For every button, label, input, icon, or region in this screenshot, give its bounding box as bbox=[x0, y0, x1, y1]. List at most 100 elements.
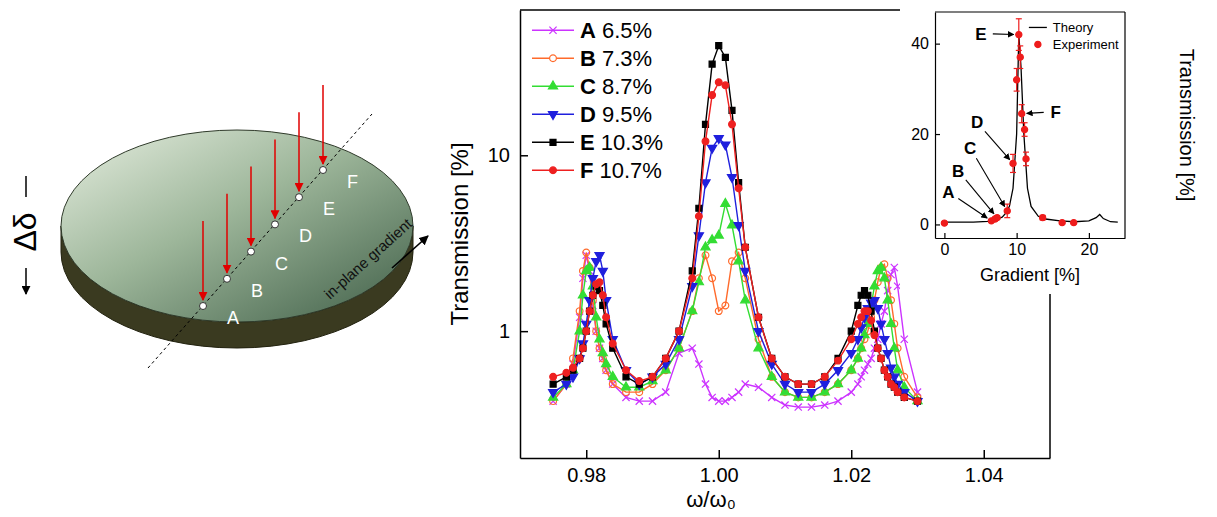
marker bbox=[1010, 160, 1016, 166]
marker bbox=[886, 319, 895, 327]
marker bbox=[589, 292, 596, 299]
marker bbox=[822, 374, 828, 380]
marker bbox=[722, 398, 729, 405]
legend-marker bbox=[1035, 41, 1041, 47]
tick-label: 1.04 bbox=[965, 464, 1004, 486]
marker bbox=[855, 302, 861, 308]
series-line bbox=[553, 138, 917, 401]
thickness-label: Δδ bbox=[7, 212, 43, 251]
marker bbox=[663, 355, 669, 361]
inset-background bbox=[900, 2, 1140, 294]
marker bbox=[1040, 215, 1046, 221]
series bbox=[549, 199, 922, 404]
marker bbox=[1004, 208, 1010, 214]
marker bbox=[1017, 54, 1023, 60]
series-line bbox=[944, 35, 1117, 223]
marker bbox=[807, 390, 816, 398]
marker bbox=[808, 381, 815, 388]
tick-mark bbox=[935, 224, 940, 225]
marker bbox=[756, 314, 762, 320]
marker bbox=[621, 382, 630, 390]
error-cap bbox=[1010, 154, 1016, 155]
marker bbox=[695, 213, 702, 220]
tick: 1.02 bbox=[832, 450, 871, 486]
marker bbox=[854, 320, 861, 327]
marker bbox=[755, 314, 762, 321]
legend-item: A6.5% bbox=[532, 18, 652, 43]
marker bbox=[901, 394, 908, 401]
error-bar bbox=[1019, 105, 1025, 123]
marker bbox=[795, 381, 801, 387]
series bbox=[550, 252, 922, 411]
marker bbox=[880, 273, 889, 281]
marker bbox=[780, 381, 789, 389]
tick-label: 10 bbox=[488, 144, 510, 166]
error-cap bbox=[1010, 172, 1016, 173]
gradient-arrow bbox=[392, 236, 428, 268]
legend-item: C8.7% bbox=[532, 74, 652, 99]
series bbox=[550, 79, 921, 405]
marker bbox=[721, 199, 730, 207]
y-axis-title: Transmission [%] bbox=[1176, 49, 1198, 202]
marker bbox=[563, 369, 570, 376]
marker bbox=[676, 328, 683, 335]
marker bbox=[722, 82, 729, 89]
marker bbox=[1021, 126, 1027, 132]
marker bbox=[722, 54, 728, 60]
series-line bbox=[553, 204, 917, 401]
marker bbox=[880, 337, 889, 345]
legend-line bbox=[1029, 27, 1047, 28]
marker bbox=[847, 350, 856, 358]
x-axis-title: ω/ω₀ bbox=[686, 487, 736, 512]
annotation-arrow bbox=[958, 199, 987, 218]
marker bbox=[734, 223, 743, 231]
marker bbox=[821, 401, 828, 408]
axis-line bbox=[521, 458, 1051, 460]
marker bbox=[894, 389, 901, 396]
tick-label: 0.98 bbox=[567, 464, 606, 486]
marker bbox=[833, 368, 842, 376]
marker bbox=[901, 394, 907, 400]
marker bbox=[794, 390, 803, 398]
marker bbox=[913, 396, 922, 404]
marker bbox=[577, 355, 583, 361]
marker bbox=[583, 328, 590, 335]
marker bbox=[755, 384, 762, 391]
y-axis: 110 bbox=[488, 11, 528, 459]
marker bbox=[754, 329, 763, 337]
marker bbox=[858, 373, 865, 380]
legend-item: B7.3% bbox=[532, 46, 652, 71]
axis-line bbox=[936, 238, 1126, 239]
legend-marker bbox=[548, 112, 557, 120]
marker bbox=[769, 355, 775, 361]
marker bbox=[768, 355, 775, 362]
marker bbox=[848, 389, 855, 396]
marker bbox=[820, 381, 829, 389]
marker bbox=[609, 340, 616, 347]
marker bbox=[709, 394, 716, 401]
marker bbox=[878, 355, 884, 361]
error-cap bbox=[1016, 50, 1022, 51]
tick: 40 bbox=[911, 35, 940, 52]
marker bbox=[549, 390, 558, 398]
marker bbox=[994, 215, 1000, 221]
figure: ABCDEFin-plane gradientΔδ0.981.001.021.0… bbox=[0, 0, 1217, 517]
marker bbox=[895, 389, 901, 395]
marker bbox=[885, 374, 891, 380]
tick: 20 bbox=[911, 126, 940, 143]
annotation-arrow bbox=[966, 180, 994, 214]
tick: 10 bbox=[1008, 233, 1026, 258]
annotation-label: C bbox=[964, 139, 976, 158]
marker bbox=[708, 145, 717, 153]
legend-marker bbox=[549, 27, 556, 34]
marker bbox=[874, 345, 881, 352]
marker bbox=[580, 345, 587, 352]
marker bbox=[715, 308, 722, 315]
tick-mark bbox=[520, 331, 528, 333]
annotations: ABCDEF bbox=[942, 25, 1061, 218]
legend-item: E10.3% bbox=[532, 130, 663, 155]
tick: 20 bbox=[1080, 233, 1098, 258]
tick-mark bbox=[719, 450, 721, 458]
marker bbox=[1023, 156, 1029, 162]
legend-item: F10.7% bbox=[532, 158, 662, 183]
